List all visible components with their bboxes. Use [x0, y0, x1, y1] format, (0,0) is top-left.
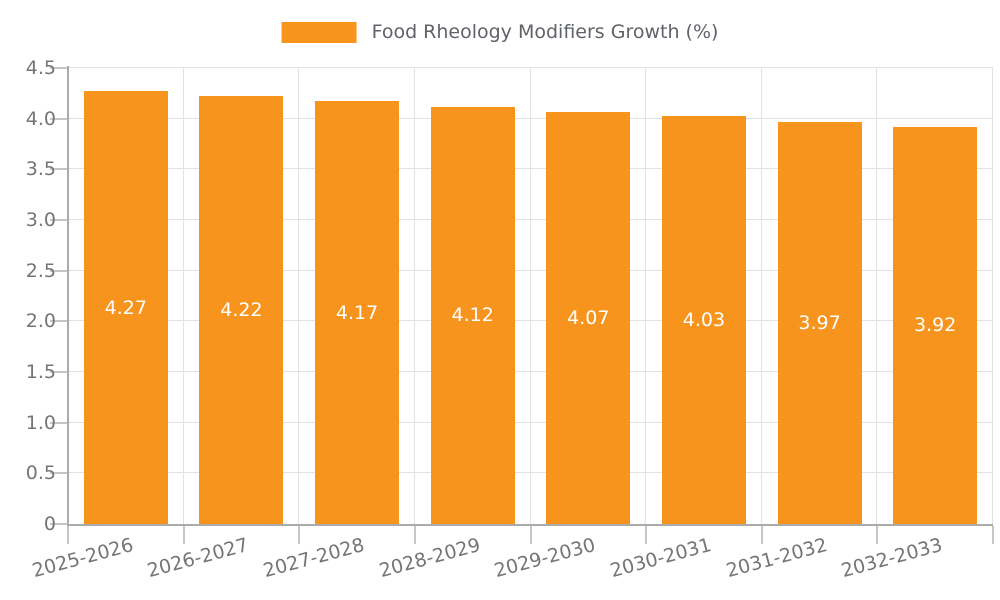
bar[interactable]: 4.12	[430, 106, 515, 524]
gridline-horizontal	[68, 371, 993, 373]
gridline-vertical	[182, 68, 184, 524]
y-axis-tick-label: 2.5	[25, 259, 56, 282]
y-axis-tick-label: 0	[43, 513, 56, 535]
bar-value-label: 3.97	[798, 311, 841, 334]
bar-value-label: 4.27	[104, 296, 147, 319]
gridline-horizontal	[68, 67, 993, 68]
y-tick-mark	[50, 117, 68, 120]
x-tick-mark	[182, 526, 185, 544]
y-tick-mark	[50, 523, 68, 525]
plot-area: 4.27 4.22 4.17 4.12 4.07 4.03 3.97 3.92	[68, 67, 993, 524]
y-axis-tick-label: 4.5	[25, 57, 56, 79]
y-tick-mark	[50, 320, 68, 323]
bar-value-label: 4.03	[682, 308, 726, 331]
y-tick-mark	[50, 371, 68, 373]
gridline-horizontal	[68, 421, 993, 423]
gridline-vertical	[413, 68, 415, 524]
gridline-vertical	[298, 68, 300, 524]
y-tick-mark	[50, 269, 68, 272]
gridline-vertical	[645, 68, 647, 524]
bar[interactable]: 4.17	[315, 101, 400, 524]
gridline-vertical	[760, 68, 762, 524]
bar[interactable]: 4.22	[199, 96, 284, 524]
gridline-vertical	[992, 68, 993, 524]
x-axis-line	[67, 524, 993, 526]
y-axis-tick-label: 3.5	[25, 158, 56, 181]
bar-value-label: 4.07	[567, 306, 610, 329]
gridline-horizontal	[68, 168, 993, 170]
x-tick-mark	[298, 526, 301, 544]
bar-value-label: 3.92	[914, 314, 957, 337]
y-tick-mark	[50, 67, 68, 69]
gridline-horizontal	[68, 117, 993, 119]
legend[interactable]: Food Rheology Modifiers Growth (%)	[281, 16, 719, 48]
gridline-horizontal	[68, 472, 993, 474]
bar-value-label: 4.22	[220, 299, 263, 322]
gridline-horizontal	[68, 320, 993, 322]
legend-swatch-icon	[281, 21, 357, 43]
bar[interactable]: 3.97	[777, 121, 862, 524]
bar-value-label: 4.17	[335, 301, 379, 324]
bar[interactable]: 3.92	[893, 126, 978, 524]
y-axis-tick-label: 1.5	[25, 361, 56, 383]
gridline-horizontal	[68, 269, 993, 271]
bar-value-label: 4.12	[451, 304, 494, 327]
y-axis-line	[67, 66, 69, 526]
x-tick-mark	[992, 526, 994, 544]
legend-label: Food Rheology Modifiers Growth (%)	[371, 21, 719, 43]
gridline-vertical	[876, 68, 878, 524]
x-tick-mark	[529, 526, 532, 544]
y-axis-tick-label: 0.5	[25, 462, 56, 485]
y-axis-tick-label: 1.0	[25, 411, 56, 434]
x-tick-mark	[876, 526, 879, 544]
y-axis-tick-label: 3.0	[25, 209, 56, 231]
y-axis-tick-label: 4.0	[25, 107, 56, 130]
y-tick-mark	[50, 472, 68, 475]
bar[interactable]: 4.07	[546, 111, 631, 524]
bar[interactable]: 4.27	[83, 91, 168, 524]
gridline-vertical	[529, 68, 531, 524]
gridline-horizontal	[68, 219, 993, 221]
x-tick-mark	[413, 526, 416, 544]
y-tick-mark	[50, 421, 68, 424]
y-axis-tick-label: 2.0	[25, 310, 56, 333]
x-tick-mark	[645, 526, 648, 544]
x-tick-mark	[760, 526, 763, 544]
y-tick-mark	[50, 219, 68, 221]
y-tick-mark	[50, 168, 68, 171]
x-tick-mark	[67, 526, 69, 544]
bar[interactable]: 4.03	[661, 115, 746, 524]
